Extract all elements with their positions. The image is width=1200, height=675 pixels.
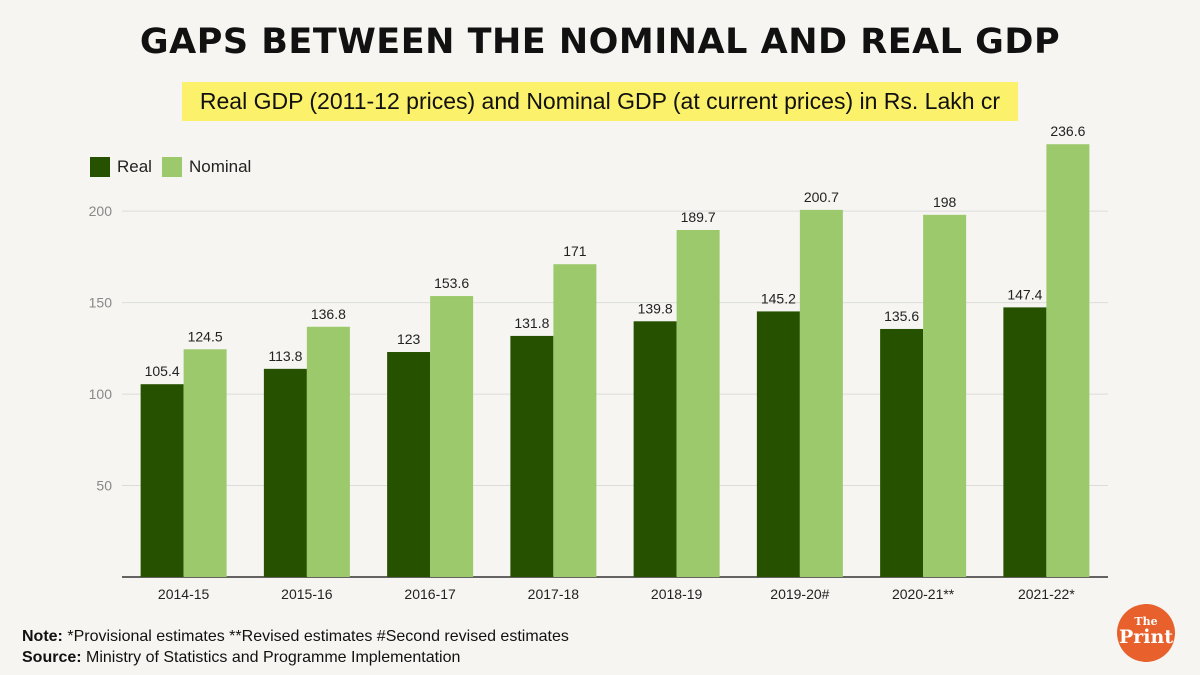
bar-real bbox=[756, 311, 800, 577]
data-label-nominal: 236.6 bbox=[1050, 123, 1085, 139]
data-label-real: 131.8 bbox=[514, 315, 549, 331]
note-text: *Provisional estimates **Revised estimat… bbox=[62, 628, 569, 645]
x-tick-label: 2018-19 bbox=[651, 586, 703, 602]
data-label-real: 105.4 bbox=[145, 363, 180, 379]
theprint-logo: The Print bbox=[1117, 604, 1175, 662]
data-label-nominal: 171 bbox=[563, 243, 587, 259]
x-tick-label: 2015-16 bbox=[281, 586, 333, 602]
note-line: Note: *Provisional estimates **Revised e… bbox=[22, 626, 569, 647]
data-label-real: 113.8 bbox=[268, 348, 302, 364]
data-label-nominal: 198 bbox=[933, 194, 957, 210]
bar-real bbox=[633, 321, 677, 577]
subtitle-wrap: Real GDP (2011-12 prices) and Nominal GD… bbox=[0, 82, 1200, 121]
legend: Real Nominal bbox=[90, 157, 261, 177]
bar-nominal bbox=[923, 214, 967, 577]
source-line: Source: Ministry of Statistics and Progr… bbox=[22, 647, 569, 668]
y-tick-label: 100 bbox=[89, 386, 113, 402]
legend-swatch-real bbox=[90, 157, 110, 177]
x-tick-label: 2019-20# bbox=[770, 586, 829, 602]
data-label-nominal: 153.6 bbox=[434, 275, 469, 291]
bar-real bbox=[140, 384, 184, 577]
y-tick-label: 200 bbox=[89, 203, 113, 219]
note-label: Note: bbox=[22, 628, 63, 645]
logo-print: Print bbox=[1118, 626, 1174, 648]
bar-nominal bbox=[306, 326, 350, 577]
logo-the: The bbox=[1134, 615, 1158, 628]
bar-real bbox=[1003, 307, 1047, 577]
bar-real bbox=[263, 368, 307, 577]
data-label-nominal: 200.7 bbox=[804, 189, 839, 205]
legend-item-nominal: Nominal bbox=[161, 157, 252, 177]
data-label-nominal: 136.8 bbox=[311, 306, 346, 322]
legend-label-nominal: Nominal bbox=[188, 157, 252, 176]
legend-swatch-nominal bbox=[161, 157, 182, 177]
y-tick-label: 50 bbox=[96, 478, 112, 494]
data-label-nominal: 124.5 bbox=[188, 328, 223, 344]
bar-real bbox=[510, 335, 554, 577]
bar-nominal bbox=[553, 264, 597, 577]
bar-nominal bbox=[799, 209, 843, 578]
data-label-real: 135.6 bbox=[884, 308, 919, 324]
source-label: Source: bbox=[22, 649, 82, 666]
bar-real bbox=[387, 352, 431, 577]
bar-nominal bbox=[430, 296, 474, 577]
source-text: Ministry of Statistics and Programme Imp… bbox=[81, 649, 461, 666]
x-tick-label: 2017-18 bbox=[528, 586, 580, 602]
bar-nominal bbox=[183, 349, 227, 577]
data-label-real: 145.2 bbox=[761, 290, 796, 306]
y-tick-label: 150 bbox=[89, 295, 113, 311]
data-label-real: 123 bbox=[397, 331, 421, 347]
legend-label-real: Real bbox=[117, 157, 152, 176]
data-label-nominal: 189.7 bbox=[681, 209, 716, 225]
footnote: Note: *Provisional estimates **Revised e… bbox=[22, 626, 569, 668]
x-tick-label: 2021-22* bbox=[1018, 586, 1075, 602]
chart-title: GAPS BETWEEN THE NOMINAL AND REAL GDP bbox=[139, 22, 1061, 62]
bar-nominal bbox=[1046, 144, 1090, 577]
bar-real bbox=[880, 328, 924, 577]
legend-item-real: Real bbox=[90, 157, 152, 177]
data-label-real: 147.4 bbox=[1007, 286, 1042, 302]
x-tick-label: 2014-15 bbox=[158, 586, 210, 602]
data-label-real: 139.8 bbox=[638, 300, 673, 316]
chart-subtitle: Real GDP (2011-12 prices) and Nominal GD… bbox=[181, 82, 1019, 121]
x-tick-label: 2020-21** bbox=[892, 586, 955, 602]
x-tick-label: 2016-17 bbox=[404, 586, 456, 602]
bar-nominal bbox=[676, 230, 720, 577]
